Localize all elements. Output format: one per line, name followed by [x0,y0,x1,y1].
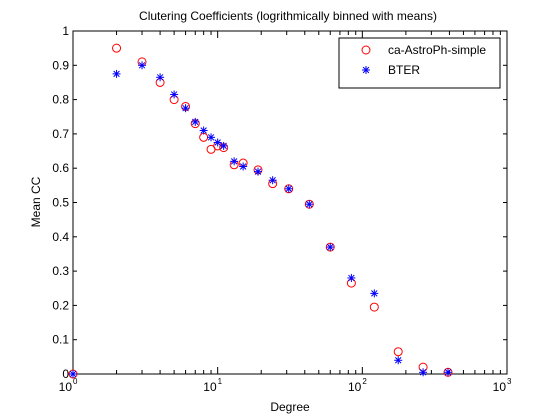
data-point-bter [138,61,147,70]
x-axis-label: Degree [270,400,310,414]
asterisk-stroke [220,142,227,150]
y-tick-label: 0.9 [52,58,69,72]
asterisk-stroke [348,274,355,282]
data-point-bter [284,184,293,193]
data-point-bter [156,73,165,82]
data-point-bter [370,289,379,298]
asterisk-stroke [230,158,238,165]
y-tick-label: 0.7 [52,127,69,141]
asterisk-stroke [69,370,77,378]
asterisk-stroke [285,185,292,193]
y-tick-label: 1 [62,24,69,38]
asterisk-stroke [327,243,334,251]
x-tick-exponent: 2 [362,377,367,386]
x-tick-label: 10 [348,380,362,394]
asterisk-stroke [269,176,276,184]
legend-marker-bter [362,66,370,74]
data-point-bter [239,162,248,171]
asterisk-stroke [182,104,189,112]
data-point-bter [213,138,222,147]
asterisk-stroke [306,200,313,208]
x-tick-exponent: 0 [73,377,78,386]
data-point-ca-astroph [369,302,379,312]
asterisk-stroke [394,357,402,364]
asterisk-stroke [170,91,178,98]
y-axis-label: Mean CC [29,176,43,227]
data-marks [68,43,453,379]
data-point-bter [305,200,314,209]
legend-label: ca-AstroPh-simple [388,43,486,57]
data-point-bter [444,368,453,377]
asterisk-stroke [156,74,164,81]
asterisk-stroke [254,168,262,175]
asterisk-stroke [371,290,378,297]
asterisk-stroke [200,127,207,134]
data-point-bter [199,126,208,135]
data-point-bter [230,157,239,166]
asterisk-stroke [192,118,199,126]
legend-marker-ca-astroph [361,45,371,55]
legend-label: BTER [388,63,420,77]
data-point-bter [207,133,216,142]
y-tick-label: 0.2 [52,298,69,312]
y-tick-label: 0.1 [52,333,69,347]
x-tick-label: 10 [59,380,73,394]
legend: ca-AstroPh-simple BTER [338,37,501,89]
data-point-bter [268,176,277,185]
data-point-bter [253,167,262,176]
data-point-bter [219,141,228,150]
asterisk-stroke [444,369,452,376]
x-tick-label: 10 [203,380,217,394]
data-point-ca-astroph [112,43,122,53]
asterisk-stroke [138,62,146,69]
asterisk-stroke [419,369,427,376]
asterisk-stroke [239,163,247,170]
data-point-bter [394,356,403,365]
y-tick-label: 0.8 [52,93,69,107]
data-point-bter [170,90,179,99]
asterisk-stroke [113,70,120,78]
data-point-bter [112,69,121,78]
data-point-bter [181,104,190,113]
y-tick-label: 0 [62,367,69,381]
asterisk-stroke [207,134,215,141]
y-tick-label: 0.3 [52,264,69,278]
y-tick-label: 0.5 [52,196,69,210]
data-point-bter [419,368,428,377]
x-tick-exponent: 3 [507,377,512,386]
asterisk-stroke [362,66,370,74]
asterisk-stroke [214,139,221,146]
data-point-ca-astroph [393,347,403,357]
chart-title: Clutering Coefficients (logrithmically b… [139,9,437,23]
y-tick-label: 0.6 [52,161,69,175]
data-point-bter [69,370,77,378]
x-tick-exponent: 1 [218,377,223,386]
data-point-bter [191,117,200,126]
x-tick-label: 10 [493,380,507,394]
y-tick-label: 0.4 [52,230,69,244]
data-point-bter [347,273,356,282]
data-point-bter [326,243,335,252]
